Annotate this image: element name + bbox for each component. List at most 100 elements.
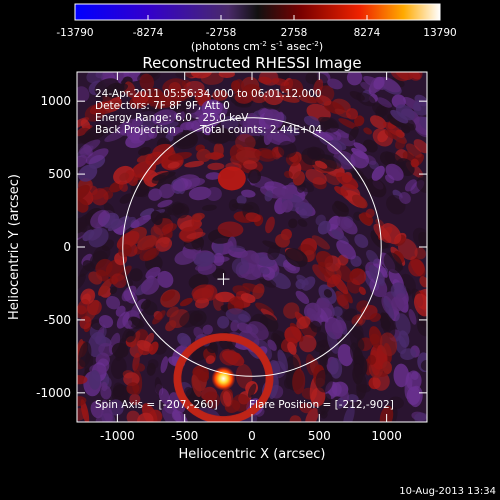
heatmap-cell [199,371,210,383]
heatmap-cell [236,195,247,205]
heatmap-cell [295,290,310,305]
heatmap-cell [77,184,90,202]
heatmap-cell [152,310,166,325]
heatmap-cell [152,171,176,181]
heatmap-cell [367,354,377,365]
heatmap-cell [314,160,328,169]
heatmap-cell [77,299,90,315]
heatmap-cell [220,115,239,131]
heatmap-cell [343,405,355,422]
heatmap-cell [394,138,406,150]
heatmap-cell [106,296,121,310]
heatmap-cell [111,273,127,289]
heatmap-cell [191,212,205,221]
heatmap-cell [154,121,179,131]
heatmap-cell [386,114,405,128]
heatmap-cell [196,148,212,163]
heatmap-cell [299,402,312,414]
heatmap-cell [126,382,140,395]
heatmap-cell [91,188,109,206]
heatmap-cell [419,276,427,288]
heatmap-cell [346,394,359,403]
heatmap-cell [365,178,387,198]
heatmap-cell [90,401,104,419]
heatmap-cell [125,330,136,343]
annotations: 24-Apr-2011 05:56:34.000 to 06:01:12.000… [95,88,394,411]
heatmap-cell [298,202,314,219]
heatmap-cell [337,344,354,367]
heatmap-cell [354,234,369,248]
heatmap-cell [209,127,232,144]
heatmap-cell [284,248,308,268]
heatmap-cell [331,229,349,245]
heatmap-cell [182,97,199,114]
heatmap-cell [352,194,368,209]
heatmap-cell [202,204,217,211]
heatmap-cell [191,284,215,300]
heatmap-cell [111,342,129,358]
heatmap-cell [179,310,201,328]
heatmap-cell [128,316,143,329]
annotation-energy-range: Energy Range: 6.0 - 25.0 keV [95,112,249,124]
heatmap-cell [297,219,308,227]
heatmap-cell [394,293,409,307]
heatmap-cell [416,175,427,193]
heatmap-cell [77,155,88,168]
heatmap-cell [101,399,113,422]
heatmap-cell [217,166,246,191]
heatmap-cell [138,146,151,156]
heatmap-cell [289,415,302,422]
flare-source [211,366,236,391]
heatmap-cell [283,302,300,319]
heatmap-cell [278,140,297,158]
heatmap-cell [410,158,420,168]
heatmap-cell [110,356,127,380]
heatmap-cell [77,86,90,102]
heatmap-cell [313,78,324,95]
heatmap-cell [247,383,257,398]
heatmap-cell [100,385,112,400]
annotation-method: Back Projection [95,124,176,136]
heatmap-cell [335,172,359,190]
heatmap-cell [143,248,160,261]
heatmap-cell [368,265,385,286]
heatmap-cell [243,160,258,170]
heatmap-cell [315,369,333,393]
heatmap-cell [155,237,173,252]
heatmap-cell [161,290,176,302]
heatmap-cell [118,244,132,258]
heatmap-cell [86,72,103,84]
heatmap-cell [400,348,417,360]
heatmap-cell [140,299,151,310]
heatmap-cell [329,357,343,379]
heatmap-cell [331,319,347,334]
heatmap-cell [80,399,90,422]
heatmap-cell [174,249,197,265]
heatmap-cell [317,405,326,416]
heatmap-cell [319,116,339,133]
colorbar-tick-label: 8274 [354,27,381,39]
annotation-total-counts: Total counts: 2.44E+04 [199,124,322,136]
heatmap-pattern [77,72,427,422]
heatmap-cell [108,399,124,416]
colorbar: -13790 -8274 -2758 2758 8274 13790 (photons c… [56,3,457,53]
heatmap-cell [404,179,417,192]
y-tick-label: -500 [44,313,71,327]
heatmap-cell [123,372,140,387]
heatmap-cell [140,277,160,295]
heatmap-cell [292,368,306,395]
heatmap-cell [217,316,230,329]
heatmap-cell [317,220,331,235]
heatmap-cell [263,89,284,106]
heatmap-cell [275,233,290,248]
heatmap-cell [312,264,332,283]
heatmap-cell [77,338,84,362]
heatmap-cell [264,190,273,202]
heatmap-cell [405,143,422,158]
heatmap-cell [384,129,397,140]
heatmap-cell [319,154,342,170]
heatmap-cell [222,350,245,366]
heatmap-cell [171,411,182,422]
heatmap-cell [113,382,124,397]
